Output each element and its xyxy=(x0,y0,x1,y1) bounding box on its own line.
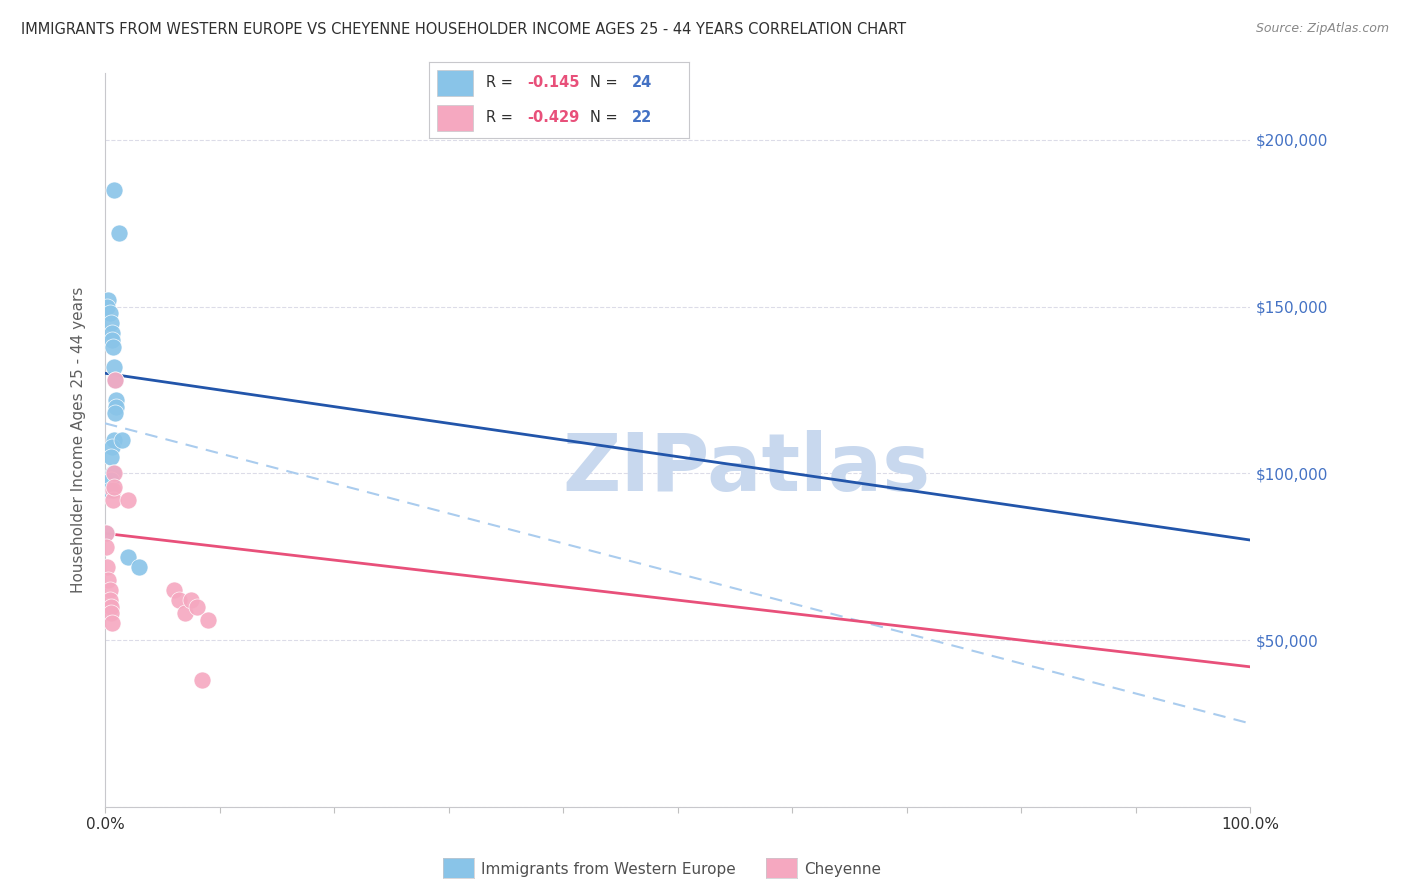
Point xyxy=(100,316,122,330)
Point xyxy=(94,526,117,541)
Point xyxy=(100,473,122,487)
Point xyxy=(191,673,214,688)
Text: Cheyenne: Cheyenne xyxy=(804,863,882,877)
Text: 22: 22 xyxy=(631,111,652,125)
Y-axis label: Householder Income Ages 25 - 44 years: Householder Income Ages 25 - 44 years xyxy=(72,287,86,593)
Point xyxy=(97,293,120,307)
Point xyxy=(105,400,128,414)
Point xyxy=(101,467,124,481)
Point xyxy=(96,300,118,314)
Text: N =: N = xyxy=(591,111,623,125)
Point xyxy=(111,433,134,447)
Point xyxy=(100,599,122,614)
Point xyxy=(101,340,124,354)
Point xyxy=(103,183,125,197)
Point xyxy=(103,433,125,447)
Point xyxy=(94,540,117,554)
Point xyxy=(98,583,121,598)
Text: R =: R = xyxy=(486,76,517,90)
Text: 24: 24 xyxy=(631,76,652,90)
Point xyxy=(128,559,150,574)
Point xyxy=(169,593,191,607)
Point xyxy=(100,607,122,621)
Text: R =: R = xyxy=(486,111,517,125)
Point xyxy=(98,306,121,320)
Point xyxy=(101,326,124,341)
Bar xyxy=(437,70,472,95)
Point xyxy=(104,373,127,387)
Point xyxy=(107,226,129,240)
Point xyxy=(101,616,124,631)
Text: -0.145: -0.145 xyxy=(527,76,581,90)
Point xyxy=(101,333,124,347)
Point xyxy=(163,583,186,598)
Text: Source: ZipAtlas.com: Source: ZipAtlas.com xyxy=(1256,22,1389,36)
Point xyxy=(103,359,125,374)
Text: -0.429: -0.429 xyxy=(527,111,579,125)
Point xyxy=(103,467,125,481)
Point xyxy=(105,392,128,407)
Text: ZIPatlas: ZIPatlas xyxy=(562,430,931,508)
Point xyxy=(104,373,127,387)
Point xyxy=(100,450,122,464)
Text: N =: N = xyxy=(591,76,623,90)
Point xyxy=(101,440,124,454)
Text: IMMIGRANTS FROM WESTERN EUROPE VS CHEYENNE HOUSEHOLDER INCOME AGES 25 - 44 YEARS: IMMIGRANTS FROM WESTERN EUROPE VS CHEYEN… xyxy=(21,22,907,37)
Point xyxy=(180,593,202,607)
Point xyxy=(94,526,117,541)
Text: Immigrants from Western Europe: Immigrants from Western Europe xyxy=(481,863,735,877)
Bar xyxy=(437,105,472,130)
Point xyxy=(97,573,120,587)
Point xyxy=(101,483,124,497)
Point xyxy=(96,559,118,574)
Point xyxy=(117,549,139,564)
Point xyxy=(98,593,121,607)
Point xyxy=(197,613,219,627)
Point xyxy=(101,493,124,508)
Point xyxy=(117,493,139,508)
Point xyxy=(186,599,208,614)
Point xyxy=(103,480,125,494)
Point xyxy=(174,607,197,621)
Point xyxy=(98,483,121,497)
Point xyxy=(104,406,127,420)
